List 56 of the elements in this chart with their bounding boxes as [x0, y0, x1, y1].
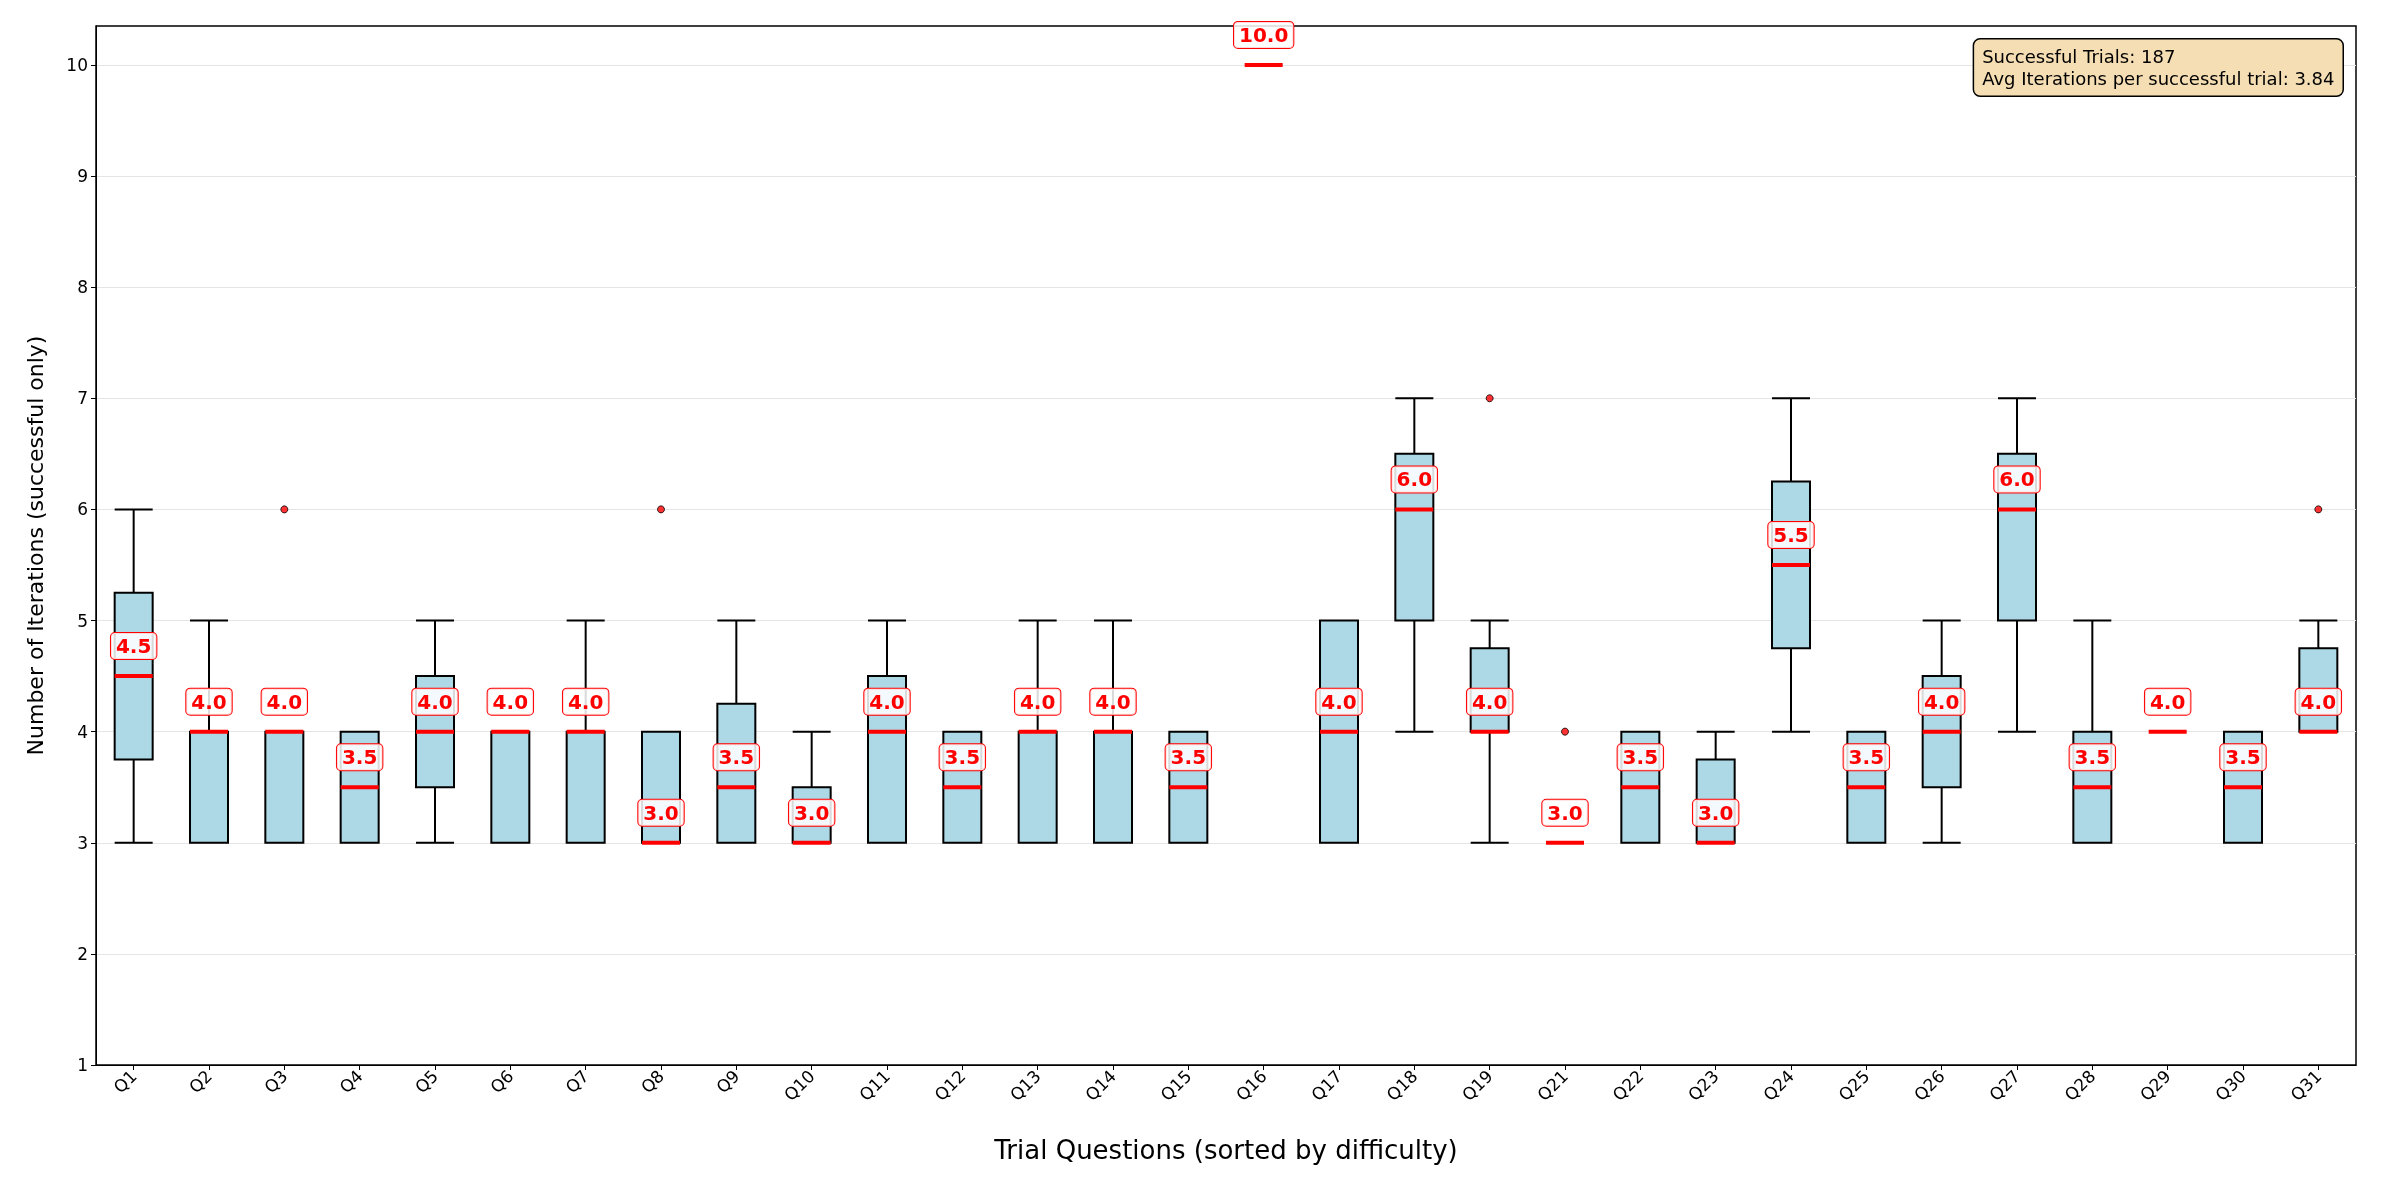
text: 3.5 — [341, 745, 378, 770]
x-tick-label: Q11 — [855, 1065, 895, 1105]
text: 3.5 — [1848, 745, 1885, 770]
text: 4.0 — [567, 689, 604, 714]
text: 3.5 — [2225, 745, 2261, 770]
y-tick-label: 2 — [77, 943, 88, 964]
text: 4.0 — [1923, 689, 1960, 714]
x-tick-label: Q7 — [561, 1065, 593, 1098]
y-tick-label: 3 — [77, 832, 88, 853]
annotation: Avg Iterations per successful trial: 3.84 — [1982, 68, 2335, 89]
text: 4.0 — [417, 689, 453, 714]
text: 3.5 — [1622, 745, 1659, 770]
y-tick-label: 4 — [77, 721, 88, 742]
x-tick-label: Q6 — [486, 1065, 518, 1098]
text: 6.0 — [1396, 467, 1433, 492]
y-tick-label: 1 — [77, 1055, 88, 1075]
text: 4.5 — [115, 634, 152, 659]
x-tick-label: Q2 — [184, 1065, 217, 1098]
x-tick-label: Q9 — [712, 1065, 744, 1098]
text: 3.0 — [1697, 800, 1734, 825]
text: 4.0 — [1095, 689, 1131, 714]
text: 3.0 — [793, 800, 830, 825]
y-tick-label: 8 — [77, 277, 88, 298]
y-tick-label: 9 — [77, 166, 88, 187]
text: 4.0 — [2300, 689, 2337, 714]
text: 4.0 — [191, 689, 227, 714]
x-tick-label: Q3 — [260, 1065, 292, 1098]
x-tick-label: Q31 — [2286, 1065, 2326, 1105]
y-tick-label: 5 — [77, 610, 88, 631]
y-tick-label: 7 — [77, 388, 88, 409]
text: 3.5 — [2074, 745, 2111, 770]
text: 4.0 — [1321, 689, 1357, 714]
y-axis-title: Number of Iterations (successful only) — [22, 335, 48, 756]
text: 6.0 — [1999, 467, 2035, 492]
x-tick-label: Q8 — [636, 1065, 669, 1098]
text: 3.5 — [1170, 745, 1207, 770]
x-axis-title: Trial Questions (sorted by difficulty) — [993, 1135, 1458, 1165]
text: 4.0 — [2149, 689, 2186, 714]
text: 4.0 — [492, 689, 529, 714]
text: 3.0 — [643, 800, 679, 825]
text: 4.0 — [266, 689, 303, 714]
text: 10.0 — [1238, 22, 1289, 47]
text: 3.5 — [718, 745, 755, 770]
annotation: Successful Trials: 187 — [1982, 46, 2176, 67]
text: 5.5 — [1773, 522, 1809, 547]
x-tick-label: Q4 — [335, 1065, 367, 1098]
x-tick-label: Q5 — [410, 1065, 443, 1098]
x-tick-label: Q1 — [109, 1065, 141, 1098]
text: 3.5 — [944, 745, 981, 770]
text: 4.0 — [1471, 689, 1508, 714]
text: 4.0 — [869, 689, 905, 714]
y-tick-label: 10 — [66, 54, 88, 75]
text: 3.0 — [1547, 800, 1583, 825]
text: 4.0 — [1019, 689, 1056, 714]
x-tick-label: Q21 — [1533, 1065, 1573, 1105]
y-tick-label: 6 — [77, 499, 88, 520]
